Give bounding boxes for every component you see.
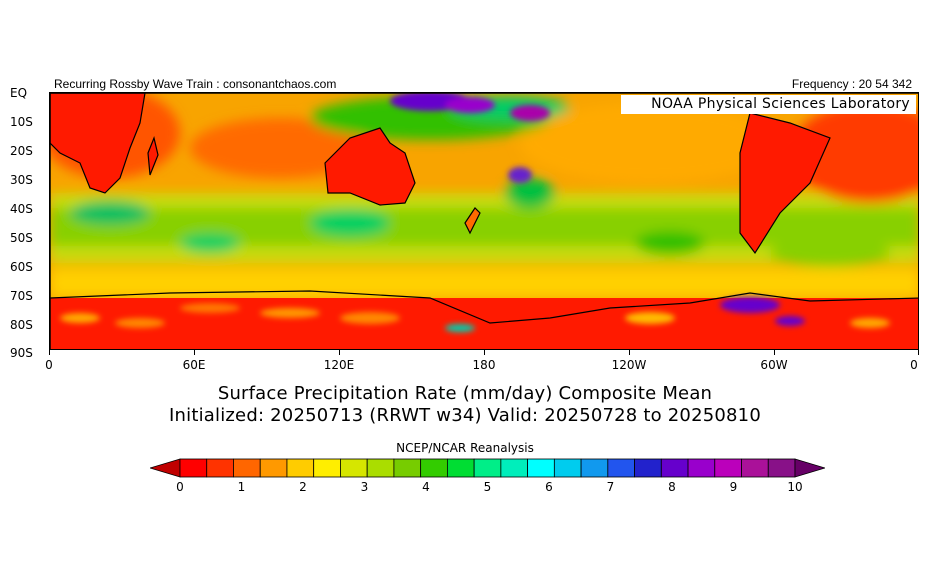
lon-label: 0	[910, 358, 918, 372]
colorbar-tick-label: 4	[422, 480, 430, 494]
madagascar-landmass	[147, 136, 159, 176]
colorbar-tick-label: 1	[237, 480, 246, 494]
lat-label: 70S	[10, 289, 33, 303]
colorbar-under-triangle	[150, 458, 181, 478]
colorbar	[150, 458, 825, 478]
colorbar-tick-label: 2	[299, 480, 307, 494]
africa-landmass	[50, 93, 146, 194]
lat-label: 50S	[10, 231, 33, 245]
lat-label: 10S	[10, 115, 33, 129]
precipitation-map: NOAA Physical Sciences Laboratory	[49, 92, 919, 350]
lon-tick	[484, 350, 485, 355]
colorbar-segment	[634, 458, 662, 478]
lon-label: 60E	[182, 358, 206, 372]
colorbar-segment	[687, 458, 716, 478]
noaa-watermark: NOAA Physical Sciences Laboratory	[621, 95, 916, 114]
colorbar-segment	[714, 458, 742, 478]
colorbar-tick-label: 0	[176, 480, 184, 494]
colorbar-tick-label: 6	[545, 480, 553, 494]
colorbar-tick-label: 9	[729, 480, 738, 494]
lat-label: EQ	[10, 86, 28, 100]
colorbar-segment	[500, 458, 529, 478]
map-field-svg	[50, 93, 918, 349]
colorbar-tick-label: 5	[483, 480, 492, 494]
lat-label: 40S	[10, 202, 33, 216]
chart-subtitle: Initialized: 20250713 (RRWT w34) Valid: …	[169, 405, 761, 426]
colorbar-tick-label: 7	[606, 480, 615, 494]
lon-tick	[49, 350, 50, 355]
colorbar-segment	[286, 458, 315, 478]
antarctica-coastline	[50, 290, 918, 324]
colorbar-segment	[340, 458, 368, 478]
colorbar-segment	[660, 458, 689, 478]
landmasses	[50, 93, 918, 324]
lon-label: 60W	[760, 358, 788, 372]
australia-landmass	[324, 127, 416, 206]
colorbar-segment	[313, 458, 341, 478]
colorbar-over-triangle	[794, 458, 825, 478]
chart-header-title: Recurring Rossby Wave Train : consonantc…	[54, 77, 337, 91]
lon-tick	[774, 350, 775, 355]
lat-label: 80S	[10, 318, 33, 332]
colorbar-segment	[553, 458, 582, 478]
frequency-label: Frequency : 20 54 342	[791, 77, 912, 91]
colorbar-segment	[233, 458, 261, 478]
colorbar-segment	[580, 458, 609, 478]
colorbar-tick-label: 10	[787, 480, 803, 494]
lon-tick	[194, 350, 195, 355]
colorbar-tick-label: 3	[360, 480, 369, 494]
lat-label: 20S	[10, 144, 33, 158]
south-america-landmass	[739, 112, 831, 255]
colorbar-tick-label: 8	[668, 480, 676, 494]
lon-label: 180	[472, 358, 496, 372]
colorbar-segment	[446, 458, 475, 478]
lon-tick	[629, 350, 630, 355]
colorbar-segment	[527, 458, 555, 478]
colorbar-segment	[767, 458, 796, 478]
colorbar-segment	[393, 458, 422, 478]
lon-label: 120W	[611, 358, 647, 372]
new-zealand-landmass	[464, 207, 481, 235]
lon-tick	[918, 350, 919, 355]
data-source-label: NCEP/NCAR Reanalysis	[396, 441, 534, 455]
lat-label: 60S	[10, 260, 33, 274]
precip-hotspots	[390, 93, 550, 183]
lon-tick	[339, 350, 340, 355]
colorbar-segment	[607, 458, 635, 478]
lon-label: 120E	[323, 358, 355, 372]
colorbar-segment	[206, 458, 234, 478]
lon-label: 0	[45, 358, 53, 372]
lat-label: 90S	[10, 346, 33, 360]
colorbar-segment	[259, 458, 288, 478]
colorbar-segment	[179, 458, 208, 478]
colorbar-segment	[420, 458, 448, 478]
colorbar-segment	[741, 458, 769, 478]
colorbar-segment	[366, 458, 395, 478]
antarctic-features	[60, 297, 890, 332]
colorbar-segment	[473, 458, 502, 478]
lat-label: 30S	[10, 173, 33, 187]
chart-title: Surface Precipitation Rate (mm/day) Comp…	[217, 383, 713, 404]
